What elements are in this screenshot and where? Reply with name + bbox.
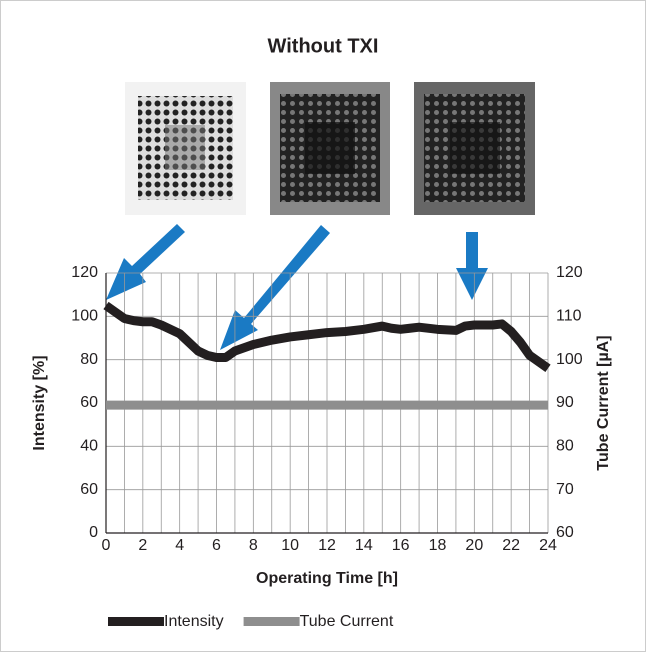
y2-tick-label: 90	[556, 394, 574, 411]
x-tick-label: 2	[138, 537, 147, 554]
x-tick-label: 18	[429, 537, 447, 554]
xray-images	[125, 82, 535, 215]
y-tick-label: 40	[80, 438, 98, 455]
legend-label: Tube Current	[300, 613, 394, 630]
y-tick-label: 80	[80, 351, 98, 368]
x-tick-label: 4	[175, 537, 184, 554]
y2-tick-label: 60	[556, 524, 574, 541]
chart-title: Without TXI	[268, 35, 379, 57]
legend-label: Intensity	[164, 613, 224, 630]
x-tick-label: 20	[465, 537, 483, 554]
y-tick-label: 120	[71, 264, 98, 281]
x-tick-label: 22	[502, 537, 520, 554]
y-tick-label: 60	[80, 481, 98, 498]
x-tick-label: 6	[212, 537, 221, 554]
x-tick-label: 16	[392, 537, 410, 554]
y-tick-label: 60	[80, 394, 98, 411]
x-tick-label: 8	[249, 537, 258, 554]
x-tick-label: 24	[539, 537, 557, 554]
x-tick-label: 10	[281, 537, 299, 554]
x-tick-label: 0	[102, 537, 111, 554]
y-axis-label: Intensity [%]	[31, 355, 48, 450]
legend-swatch	[243, 617, 300, 626]
series-line	[103, 301, 551, 373]
y2-tick-label: 100	[556, 351, 583, 368]
y2-tick-label: 110	[556, 308, 582, 325]
x-tick-label: 14	[355, 537, 373, 554]
y2-tick-label: 80	[556, 438, 574, 455]
y2-tick-label: 70	[556, 481, 574, 498]
y-tick-label: 100	[71, 308, 98, 325]
y2-axis-label: Tube Current [µA]	[595, 335, 612, 470]
arrows	[106, 224, 488, 350]
x-tick-label: 12	[318, 537, 336, 554]
x-axis-label: Operating Time [h]	[256, 570, 398, 587]
y2-tick-label: 120	[556, 264, 583, 281]
legend-swatch	[108, 617, 164, 626]
y-tick-label: 0	[89, 524, 98, 541]
legend: Intensity Tube Current	[108, 613, 394, 630]
